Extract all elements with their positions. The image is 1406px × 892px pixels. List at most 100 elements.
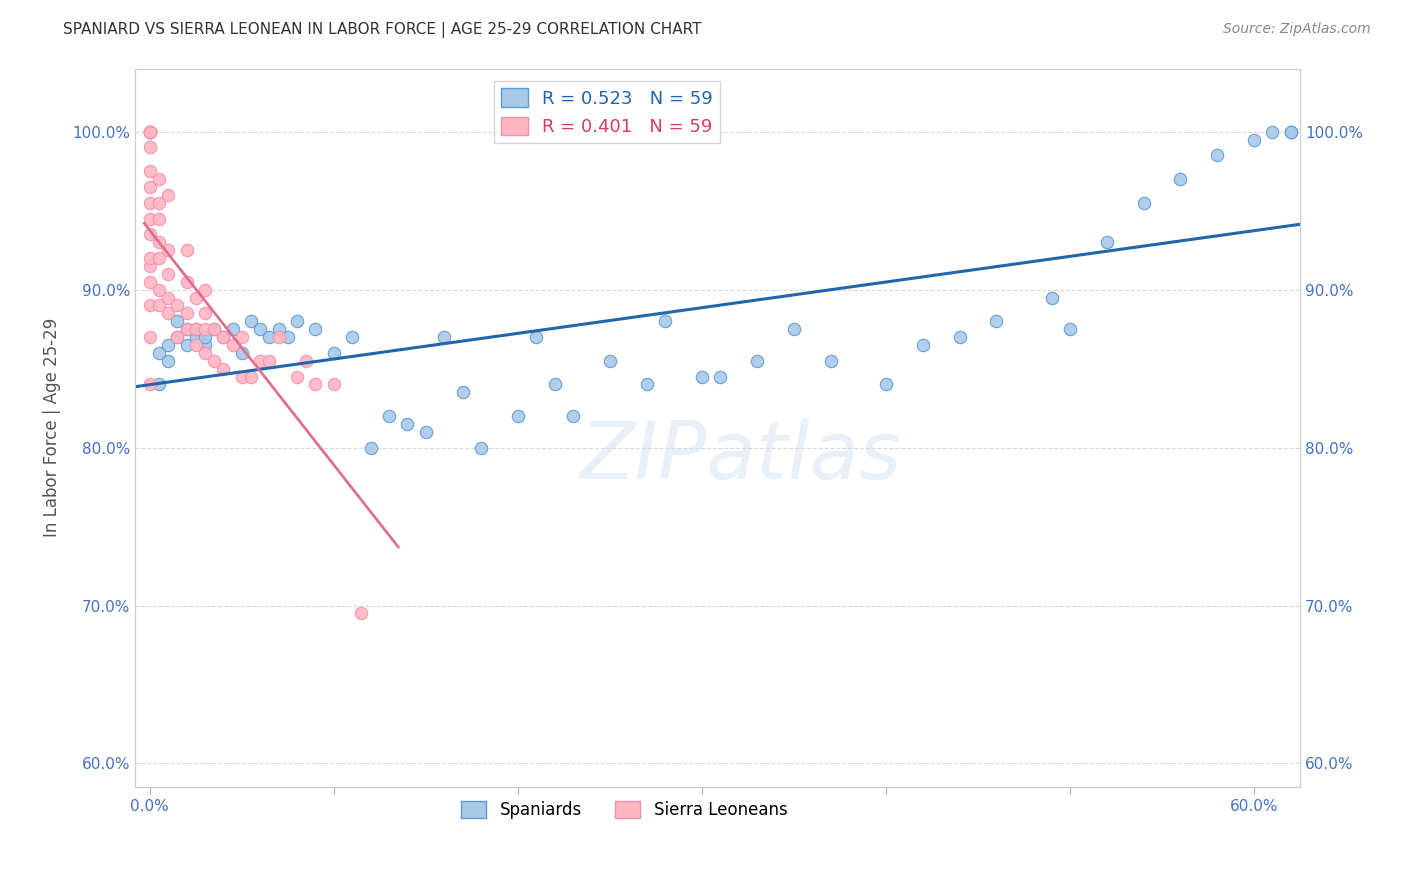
Point bbox=[148, 195, 170, 210]
Point bbox=[1279, 125, 1302, 139]
Point bbox=[212, 330, 235, 344]
Point bbox=[451, 385, 474, 400]
Point bbox=[194, 306, 217, 320]
Point bbox=[176, 306, 198, 320]
Point bbox=[176, 322, 198, 336]
Point bbox=[285, 314, 308, 328]
Point bbox=[231, 330, 253, 344]
Point bbox=[240, 369, 263, 384]
Point bbox=[166, 330, 188, 344]
Point bbox=[139, 125, 162, 139]
Point bbox=[544, 377, 567, 392]
Point bbox=[212, 361, 235, 376]
Point bbox=[184, 330, 207, 344]
Point bbox=[202, 353, 225, 368]
Point bbox=[267, 330, 290, 344]
Point bbox=[139, 164, 162, 178]
Point bbox=[1279, 125, 1302, 139]
Point bbox=[378, 409, 401, 423]
Point bbox=[267, 322, 290, 336]
Point bbox=[157, 306, 180, 320]
Point bbox=[202, 322, 225, 336]
Point bbox=[139, 330, 162, 344]
Point bbox=[524, 330, 547, 344]
Point bbox=[184, 322, 207, 336]
Point bbox=[342, 330, 364, 344]
Point bbox=[240, 314, 263, 328]
Point bbox=[176, 322, 198, 336]
Point bbox=[139, 211, 162, 226]
Point bbox=[322, 377, 344, 392]
Point bbox=[506, 409, 529, 423]
Point bbox=[157, 353, 180, 368]
Point bbox=[1040, 291, 1063, 305]
Point bbox=[433, 330, 456, 344]
Point bbox=[157, 243, 180, 257]
Point bbox=[986, 314, 1008, 328]
Point bbox=[1206, 148, 1229, 162]
Point bbox=[654, 314, 676, 328]
Point bbox=[396, 417, 419, 431]
Point bbox=[148, 172, 170, 186]
Point bbox=[1170, 172, 1192, 186]
Point bbox=[166, 298, 188, 312]
Point bbox=[231, 369, 253, 384]
Point bbox=[176, 338, 198, 352]
Point bbox=[221, 338, 243, 352]
Point bbox=[184, 291, 207, 305]
Point bbox=[157, 338, 180, 352]
Point bbox=[148, 211, 170, 226]
Point bbox=[1261, 125, 1284, 139]
Point bbox=[1132, 195, 1154, 210]
Point bbox=[148, 283, 170, 297]
Point bbox=[948, 330, 970, 344]
Point bbox=[184, 338, 207, 352]
Point bbox=[148, 298, 170, 312]
Point bbox=[139, 275, 162, 289]
Point bbox=[470, 441, 492, 455]
Point bbox=[148, 377, 170, 392]
Text: Source: ZipAtlas.com: Source: ZipAtlas.com bbox=[1223, 22, 1371, 37]
Point bbox=[184, 322, 207, 336]
Point bbox=[139, 377, 162, 392]
Point bbox=[259, 330, 281, 344]
Point bbox=[139, 298, 162, 312]
Point bbox=[350, 607, 373, 621]
Point bbox=[322, 346, 344, 360]
Point bbox=[745, 353, 768, 368]
Text: SPANIARD VS SIERRA LEONEAN IN LABOR FORCE | AGE 25-29 CORRELATION CHART: SPANIARD VS SIERRA LEONEAN IN LABOR FORC… bbox=[63, 22, 702, 38]
Point bbox=[148, 235, 170, 250]
Text: ZIPatlas: ZIPatlas bbox=[579, 417, 901, 496]
Point bbox=[148, 346, 170, 360]
Point bbox=[139, 125, 162, 139]
Point bbox=[249, 353, 271, 368]
Point bbox=[157, 291, 180, 305]
Point bbox=[148, 251, 170, 265]
Point bbox=[820, 353, 842, 368]
Point bbox=[166, 314, 188, 328]
Point bbox=[636, 377, 658, 392]
Point bbox=[304, 322, 326, 336]
Y-axis label: In Labor Force | Age 25-29: In Labor Force | Age 25-29 bbox=[44, 318, 60, 538]
Point bbox=[176, 243, 198, 257]
Point bbox=[911, 338, 934, 352]
Point bbox=[202, 322, 225, 336]
Point bbox=[277, 330, 299, 344]
Point bbox=[709, 369, 731, 384]
Point bbox=[157, 187, 180, 202]
Point bbox=[1095, 235, 1118, 250]
Point bbox=[157, 267, 180, 281]
Point bbox=[139, 125, 162, 139]
Point bbox=[176, 275, 198, 289]
Point bbox=[139, 180, 162, 194]
Point bbox=[212, 330, 235, 344]
Point bbox=[690, 369, 713, 384]
Point bbox=[194, 338, 217, 352]
Point bbox=[231, 346, 253, 360]
Point bbox=[1059, 322, 1081, 336]
Point bbox=[295, 353, 318, 368]
Point bbox=[194, 283, 217, 297]
Point bbox=[194, 346, 217, 360]
Point bbox=[415, 425, 437, 439]
Point bbox=[783, 322, 806, 336]
